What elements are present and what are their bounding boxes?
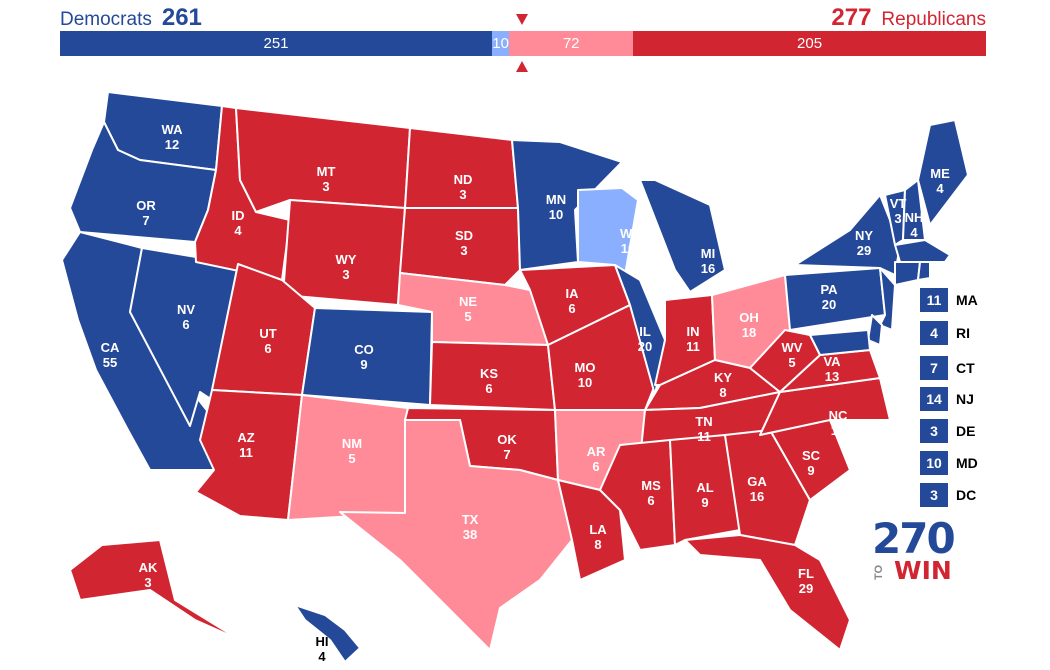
small-state-de[interactable]: 3 DE <box>920 419 975 443</box>
state-co[interactable] <box>301 307 433 406</box>
democrats-total: 261 <box>161 4 202 31</box>
electoral-vote-bar: 251 10 72 205 <box>60 31 986 56</box>
state-hi[interactable] <box>294 604 361 663</box>
state-wi[interactable] <box>577 187 639 276</box>
small-state-md[interactable]: 10 MD <box>920 451 978 475</box>
small-state-nj[interactable]: 14 NJ <box>920 387 974 411</box>
state-ma[interactable] <box>894 239 951 263</box>
logo-number: 270 <box>872 514 956 563</box>
state-al[interactable] <box>669 434 741 546</box>
bar-segment-safe-r: 205 <box>633 31 986 56</box>
small-state-votes: 3 <box>920 419 948 443</box>
small-state-votes: 4 <box>920 321 948 345</box>
logo-to: TO <box>873 564 885 580</box>
state-sd[interactable] <box>399 207 521 286</box>
small-state-ri[interactable]: 4 RI <box>920 321 970 345</box>
state-nm[interactable] <box>287 394 409 521</box>
logo-win: WIN <box>894 556 952 585</box>
bar-segment-safe-d: 251 <box>60 31 493 56</box>
republicans-total: 277 <box>831 4 872 31</box>
state-az[interactable] <box>195 389 303 521</box>
state-ak[interactable] <box>69 539 241 641</box>
state-ks[interactable] <box>429 341 556 411</box>
state-nd[interactable] <box>404 127 519 209</box>
electoral-header: Democrats 261 277 Republicans <box>60 4 986 32</box>
small-state-votes: 3 <box>920 483 948 507</box>
democrats-tally: Democrats 261 <box>60 4 202 32</box>
small-state-abbr: MD <box>956 455 978 471</box>
state-nc[interactable] <box>759 377 891 436</box>
small-state-abbr: DC <box>956 487 977 503</box>
small-state-votes: 7 <box>920 356 948 380</box>
democrats-label: Democrats <box>60 9 152 30</box>
state-mt[interactable] <box>235 107 411 213</box>
bar-segment-lean-r: 72 <box>509 31 634 56</box>
republicans-tally: 277 Republicans <box>831 4 986 32</box>
small-state-abbr: RI <box>956 325 970 341</box>
state-mo[interactable] <box>547 304 656 411</box>
state-ri[interactable] <box>917 261 931 281</box>
small-state-abbr: CT <box>956 360 975 376</box>
small-state-ma[interactable]: 11 MA <box>920 288 978 312</box>
state-ct[interactable] <box>894 261 921 286</box>
state-de[interactable] <box>867 314 883 346</box>
state-mi[interactable] <box>639 179 726 293</box>
state-mn[interactable] <box>511 139 623 271</box>
small-state-votes: 11 <box>920 288 948 312</box>
state-wy[interactable] <box>282 199 406 306</box>
270-to-win-logo: 270 TO WIN <box>872 514 956 586</box>
small-state-votes: 14 <box>920 387 948 411</box>
state-pa[interactable] <box>784 267 886 331</box>
small-state-abbr: DE <box>956 423 976 439</box>
state-fl[interactable] <box>684 534 851 651</box>
state-tx[interactable] <box>339 419 573 651</box>
state-md[interactable] <box>809 329 871 356</box>
bar-segment-lean-d: 10 <box>492 31 510 56</box>
state-me[interactable] <box>917 119 969 226</box>
270-marker-bottom-icon <box>516 61 528 72</box>
small-state-ct[interactable]: 7 CT <box>920 356 975 380</box>
small-state-abbr: NJ <box>956 391 974 407</box>
state-ny[interactable] <box>794 194 901 276</box>
small-state-dc[interactable]: 3 DC <box>920 483 976 507</box>
small-state-votes: 10 <box>920 451 948 475</box>
state-votes-hi: 4 <box>318 649 326 664</box>
state-nj[interactable] <box>879 267 896 331</box>
republicans-label: Republicans <box>881 9 986 30</box>
small-state-abbr: MA <box>956 292 978 308</box>
270-marker-top-icon <box>516 14 528 25</box>
